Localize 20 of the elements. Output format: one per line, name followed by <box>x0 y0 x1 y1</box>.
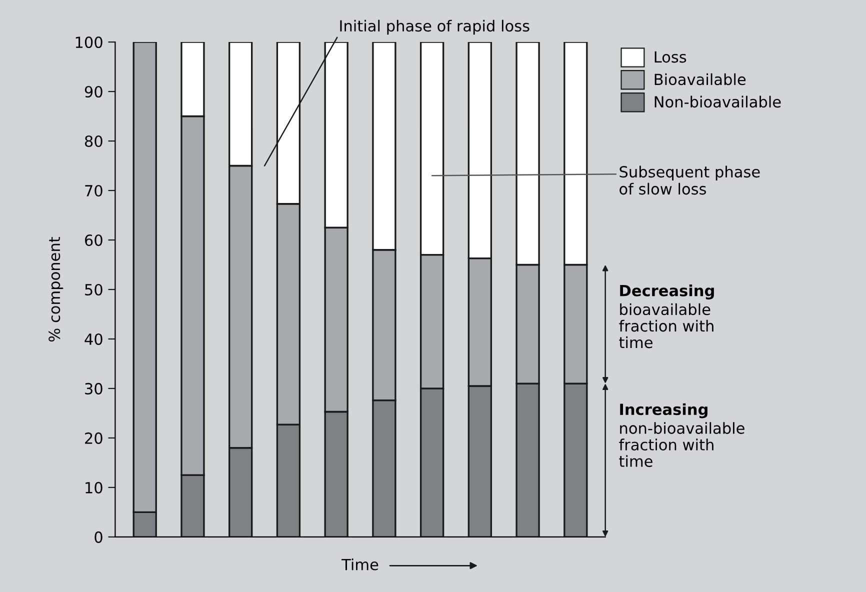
y-tick-label: 100 <box>76 36 102 48</box>
text: Decreasing bioavailable fraction with time <box>619 284 714 348</box>
y-tick-label: 60 <box>85 234 102 246</box>
y-tick-label: 30 <box>85 382 102 394</box>
y-tick-label: 50 <box>85 284 102 296</box>
text: Subsequent phase of slow loss <box>620 166 760 195</box>
legend-label: Bioavailable <box>654 73 746 86</box>
y-tick-label: 10 <box>86 482 102 494</box>
text: Increasing non-bioavailable fraction with time <box>619 403 744 468</box>
y-tick-label: 20 <box>85 432 102 444</box>
y-tick-label: 70 <box>85 184 102 197</box>
legend-label: Non-bioavailable <box>654 96 781 108</box>
y-axis-title: % component <box>48 236 64 342</box>
legend-label: Loss <box>654 51 686 63</box>
y-tick-label: 80 <box>84 135 102 148</box>
x-axis-title: Time <box>342 558 378 570</box>
text: Initial phase of rapid loss <box>340 20 530 35</box>
y-tick-label: 0 <box>94 531 102 543</box>
y-tick-label: 40 <box>84 333 102 345</box>
y-tick-label: 90 <box>84 86 102 98</box>
